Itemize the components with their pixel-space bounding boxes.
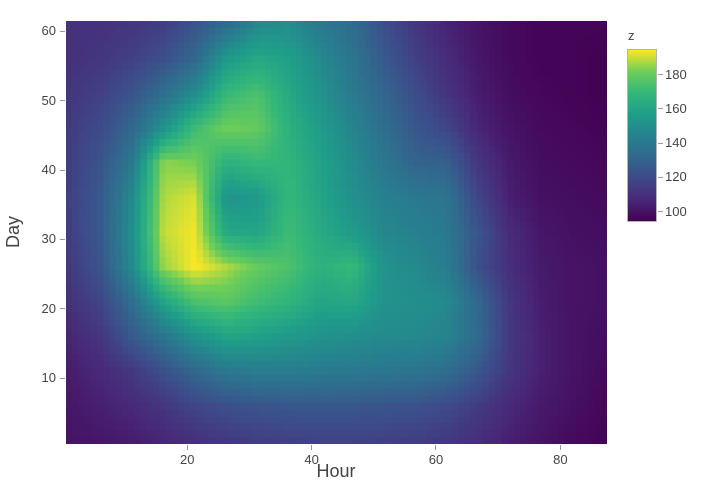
colorbar-tick-label: 100 [665,203,687,219]
y-tick-mark [60,169,65,171]
y-tick-mark [60,308,65,310]
colorbar-tick-mark [658,142,663,144]
x-axis-title: Hour [316,461,356,481]
x-tick-mark [559,445,561,450]
y-tick-label: 60 [41,23,56,39]
y-tick-mark [60,30,65,32]
y-tick-mark [60,377,65,379]
y-axis-title: Day [3,216,23,249]
y-tick-label: 40 [41,162,56,178]
colorbar-tick-mark [658,176,663,178]
colorbar-tick-label: 180 [665,66,687,82]
y-tick-label: 20 [41,300,56,316]
colorbar-tick-mark [658,108,663,110]
colorbar-gradient[interactable] [627,49,657,222]
x-tick-label: 80 [553,452,568,467]
y-tick-label: 10 [41,370,56,386]
x-tick-mark [435,445,437,450]
x-tick-label: 40 [304,452,319,467]
x-tick-mark [311,445,313,450]
colorbar-tick-label: 160 [665,100,687,116]
y-tick-label: 30 [41,231,56,247]
colorbar-tick-label: 120 [665,169,687,185]
y-tick-label: 50 [41,92,56,108]
colorbar-tick-mark [658,211,663,213]
y-tick-mark [60,238,65,240]
colorbar-tick-label: 140 [665,135,687,151]
x-tick-label: 60 [428,452,444,467]
x-tick-label: 20 [180,452,195,467]
y-tick-mark [60,100,65,102]
heatmap-plot-area[interactable] [66,21,607,444]
colorbar-tick-mark [658,74,663,76]
colorbar-title: z [628,28,635,43]
x-tick-mark [186,445,188,450]
